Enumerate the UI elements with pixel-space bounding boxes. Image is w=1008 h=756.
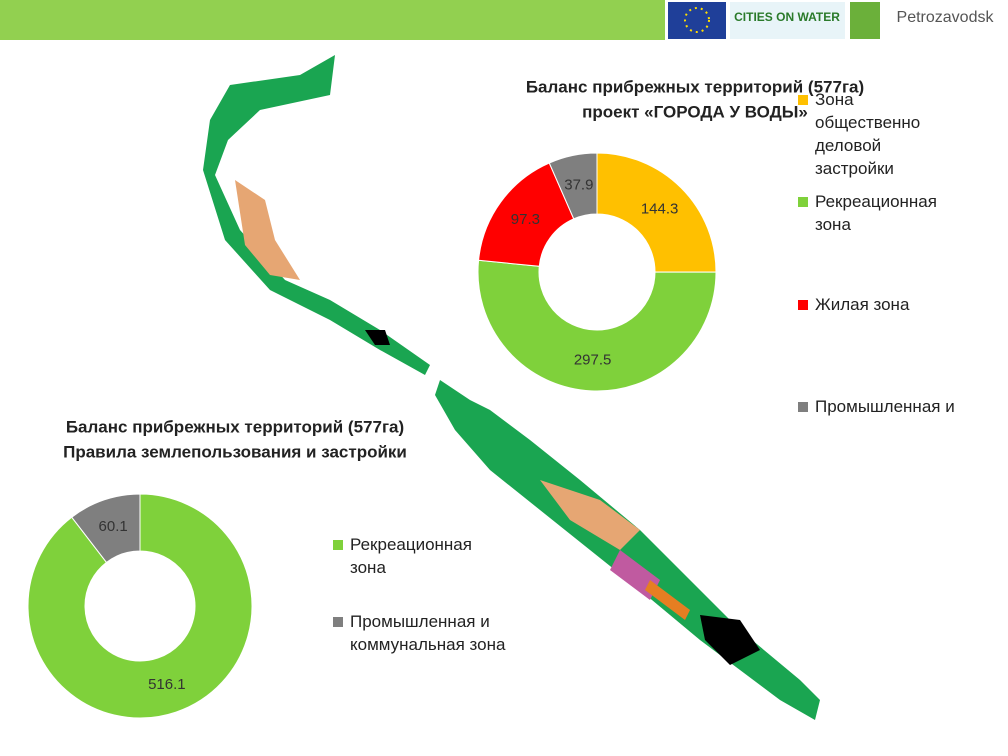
- legend-label: Зона общественно деловой застройки: [815, 90, 921, 178]
- logo-text: Petrozavodsk: [897, 9, 995, 26]
- data-label: 60.1: [99, 518, 128, 535]
- data-label: 37.9: [564, 176, 593, 193]
- logo-text: CITIES ON WATER: [734, 10, 840, 24]
- legend-item: Промышленная и коммунальная зона: [333, 610, 508, 656]
- legend-label: Рекреационная зона: [350, 535, 472, 577]
- map: [203, 55, 820, 720]
- legend-swatch: [798, 402, 808, 412]
- chart-subtitle: проект «ГОРОДА У ВОДЫ»: [582, 102, 808, 121]
- legend-label: Рекреационная зона: [815, 192, 937, 234]
- chart-subtitle: Правила землепользования и застройки: [63, 442, 407, 461]
- data-label: 297.5: [574, 351, 612, 368]
- donut-segment: [596, 152, 717, 273]
- eu-stars: [684, 7, 710, 33]
- legend-swatch: [333, 540, 343, 550]
- data-label: 144.3: [641, 200, 679, 217]
- chart-title: Баланс прибрежных территорий (577га): [526, 77, 864, 96]
- city-emblem: [850, 2, 880, 39]
- eu-flag: [668, 2, 726, 39]
- legend-swatch: [798, 95, 808, 105]
- data-label: 516.1: [148, 676, 186, 693]
- donut-segment: [71, 493, 141, 564]
- legend-swatch: [798, 300, 808, 310]
- data-label: 97.3: [511, 211, 540, 228]
- legend-item: Промышленная и: [798, 395, 958, 418]
- legend-label: Промышленная и: [815, 397, 955, 416]
- legend-label: Промышленная и коммунальная зона: [350, 612, 506, 654]
- legend-item: Рекреационная зона: [333, 533, 508, 579]
- donut-segment: [477, 259, 717, 392]
- donut-segment: [27, 493, 253, 719]
- legend-item: Жилая зона: [798, 293, 958, 316]
- legend-label: Жилая зона: [815, 295, 910, 314]
- chart-title: Баланс прибрежных территорий (577га): [66, 417, 404, 436]
- legend-swatch: [798, 197, 808, 207]
- legend-item: Рекреационная зона: [798, 190, 958, 236]
- legend-item: Зона общественно деловой застройки: [798, 88, 958, 180]
- legend-swatch: [333, 617, 343, 627]
- donut-segment: [548, 152, 598, 220]
- cities-logo: [730, 2, 845, 39]
